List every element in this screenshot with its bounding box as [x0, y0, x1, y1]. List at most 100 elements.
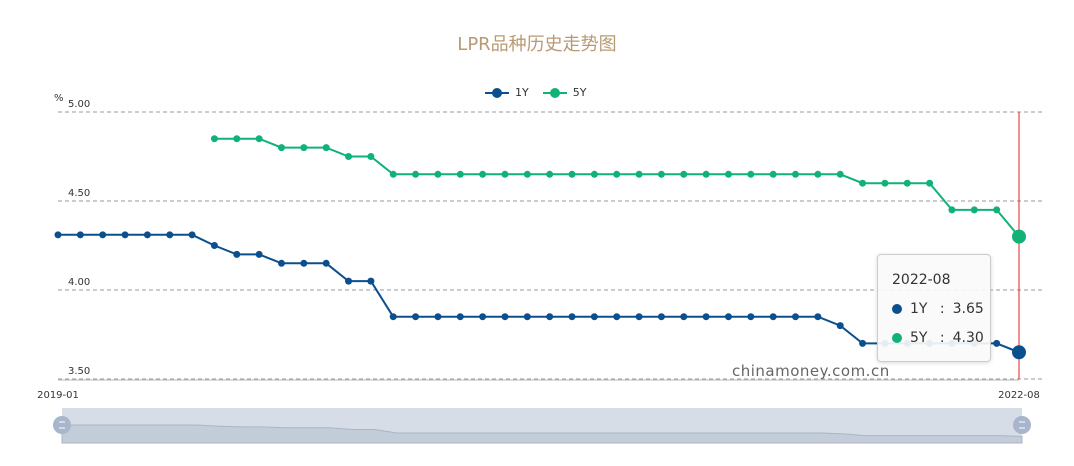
data-point-1y[interactable] [210, 242, 218, 249]
data-point-5y[interactable] [903, 179, 911, 187]
data-point-5y[interactable] [255, 135, 263, 143]
zoom-slider-handle-right[interactable] [1013, 416, 1031, 434]
data-point-5y[interactable] [970, 206, 978, 214]
data-point-1y[interactable] [523, 313, 531, 321]
data-point-1y[interactable] [568, 313, 576, 321]
data-point-1y[interactable] [389, 313, 397, 321]
data-point-5y[interactable] [456, 170, 464, 178]
data-point-5y[interactable] [881, 179, 889, 187]
legend-item-5y[interactable]: 5Y [542, 86, 586, 99]
data-point-1y[interactable] [121, 231, 129, 239]
data-point-1y[interactable] [300, 259, 308, 267]
data-point-5y[interactable] [546, 170, 554, 178]
data-point-5y[interactable] [479, 170, 487, 178]
tooltip-value-1y: 3.65 [952, 301, 984, 317]
tooltip-label-5y: 5Y [910, 330, 928, 346]
data-point-1y[interactable] [166, 231, 174, 239]
data-point-5y[interactable] [993, 206, 1001, 214]
data-point-5y[interactable] [523, 170, 531, 178]
data-point-5y[interactable] [1012, 229, 1026, 244]
data-point-5y[interactable] [210, 135, 218, 143]
data-point-5y[interactable] [345, 153, 353, 160]
data-point-1y[interactable] [345, 277, 353, 285]
data-point-5y[interactable] [859, 179, 867, 187]
data-point-5y[interactable] [590, 170, 598, 178]
data-point-1y[interactable] [76, 231, 84, 239]
data-point-1y[interactable] [277, 259, 285, 267]
y-tick-label: 5.00 [68, 99, 90, 110]
data-point-5y[interactable] [792, 170, 800, 178]
legend-item-1y[interactable]: 1Y [485, 86, 529, 99]
data-point-5y[interactable] [434, 170, 442, 178]
series-line-5y [214, 137, 1020, 238]
legend-swatch-5y [542, 87, 567, 98]
data-point-1y[interactable] [613, 313, 621, 321]
tooltip-sep-1y: : [935, 301, 945, 317]
data-point-5y[interactable] [926, 179, 934, 187]
data-point-5y[interactable] [233, 135, 241, 143]
data-point-1y[interactable] [836, 322, 844, 330]
data-point-5y[interactable] [635, 170, 643, 178]
data-point-5y[interactable] [836, 170, 844, 178]
data-point-1y[interactable] [255, 250, 263, 258]
data-point-5y[interactable] [702, 170, 710, 178]
data-point-5y[interactable] [389, 170, 397, 178]
data-tooltip: 2022-08 1Y : 3.65 5Y : 4.30 [877, 254, 991, 362]
data-point-1y[interactable] [456, 313, 464, 321]
tooltip-label-1y: 1Y [910, 301, 928, 317]
data-point-1y[interactable] [501, 313, 509, 321]
data-point-5y[interactable] [501, 170, 509, 178]
data-point-5y[interactable] [724, 170, 732, 178]
data-point-1y[interactable] [814, 313, 822, 321]
data-point-1y[interactable] [769, 313, 777, 321]
data-point-5y[interactable] [814, 170, 822, 178]
data-point-1y[interactable] [99, 231, 107, 239]
y-tick-label: 3.50 [68, 366, 90, 377]
data-point-1y[interactable] [635, 313, 643, 321]
data-point-5y[interactable] [747, 170, 755, 178]
tooltip-dot-5y [892, 333, 902, 343]
y-tick-label: 4.00 [68, 277, 90, 288]
data-point-1y[interactable] [590, 313, 598, 321]
data-point-5y[interactable] [300, 144, 308, 152]
data-point-5y[interactable] [277, 144, 285, 152]
data-point-1y[interactable] [680, 313, 688, 321]
data-point-1y[interactable] [412, 313, 420, 321]
watermark-text: chinamoney.com.cn [732, 362, 890, 380]
data-point-1y[interactable] [188, 231, 196, 239]
data-point-5y[interactable] [613, 170, 621, 178]
data-point-1y[interactable] [747, 313, 755, 321]
data-point-1y[interactable] [367, 277, 375, 285]
tooltip-value-5y: 4.30 [952, 330, 984, 346]
chart-legend: 1Y 5Y [485, 86, 586, 99]
data-point-1y[interactable] [702, 313, 710, 321]
chart-title: LPR品种历史走势图 [457, 34, 617, 55]
zoom-slider-handle-left[interactable] [53, 416, 71, 434]
tooltip-row-1y: 1Y : 3.65 [892, 301, 984, 317]
data-point-5y[interactable] [948, 206, 956, 214]
data-point-5y[interactable] [322, 144, 330, 152]
data-point-1y[interactable] [233, 250, 241, 258]
data-point-1y[interactable] [322, 259, 330, 267]
data-point-1y[interactable] [479, 313, 487, 321]
data-point-1y[interactable] [1012, 345, 1026, 360]
tooltip-date: 2022-08 [892, 272, 951, 288]
data-point-5y[interactable] [680, 170, 688, 178]
data-point-1y[interactable] [724, 313, 732, 321]
data-point-1y[interactable] [792, 313, 800, 321]
data-point-1y[interactable] [657, 313, 665, 321]
tooltip-sep-5y: : [935, 330, 945, 346]
data-point-5y[interactable] [657, 170, 665, 178]
data-point-1y[interactable] [546, 313, 554, 321]
series-line-1y [58, 233, 1020, 354]
data-point-5y[interactable] [367, 153, 375, 160]
data-point-5y[interactable] [412, 170, 420, 178]
data-point-5y[interactable] [568, 170, 576, 178]
data-point-5y[interactable] [769, 170, 777, 178]
data-point-1y[interactable] [54, 231, 62, 239]
data-point-1y[interactable] [143, 231, 151, 239]
data-point-1y[interactable] [993, 339, 1001, 347]
data-point-1y[interactable] [434, 313, 442, 321]
data-point-1y[interactable] [859, 339, 867, 347]
